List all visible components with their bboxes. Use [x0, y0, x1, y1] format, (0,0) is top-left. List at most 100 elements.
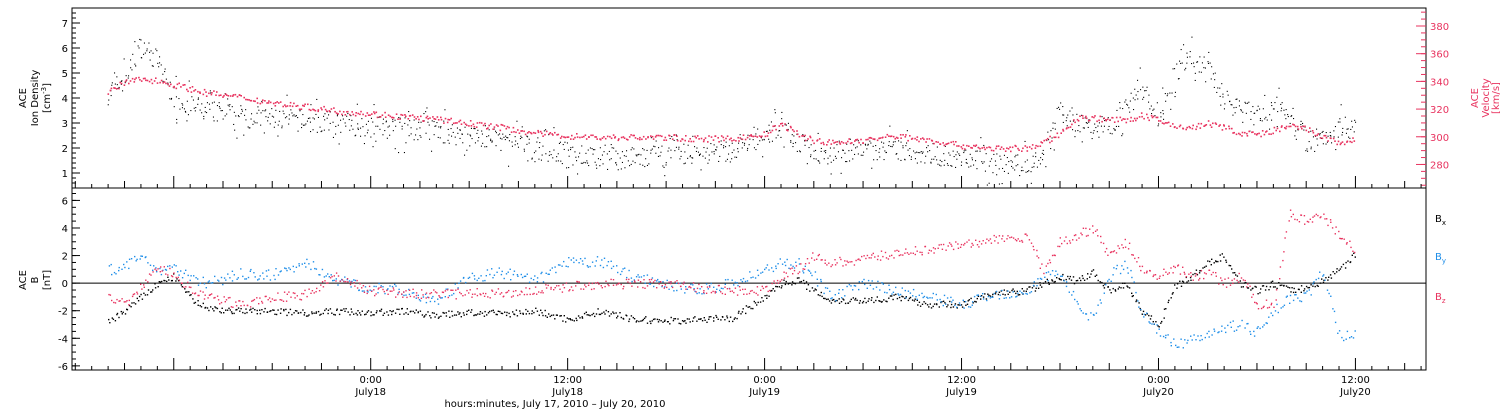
- data-point: [794, 283, 797, 285]
- data-point: [1344, 116, 1346, 118]
- data-point: [157, 62, 159, 64]
- data-point: [1340, 104, 1342, 106]
- data-point: [1227, 277, 1230, 279]
- data-point: [747, 147, 749, 149]
- data-point: [161, 270, 163, 272]
- data-point: [838, 140, 840, 142]
- data-point: [809, 136, 812, 139]
- data-point: [468, 276, 471, 279]
- data-point: [871, 254, 873, 256]
- data-point: [668, 135, 671, 137]
- data-point: [1087, 273, 1089, 275]
- data-point: [939, 164, 941, 166]
- data-point: [1246, 323, 1248, 325]
- data-point: [387, 126, 389, 128]
- data-point: [177, 276, 179, 279]
- data-point: [448, 295, 451, 297]
- data-point: [1342, 131, 1344, 133]
- data-point: [438, 295, 440, 297]
- data-point: [1092, 232, 1094, 234]
- data-point: [474, 293, 476, 295]
- data-point: [337, 275, 340, 277]
- data-point: [884, 291, 886, 294]
- data-point: [1163, 118, 1165, 120]
- data-point: [1118, 286, 1120, 288]
- data-point: [1177, 78, 1179, 80]
- data-point: [1098, 119, 1100, 122]
- data-point: [395, 296, 397, 298]
- data-point: [425, 301, 428, 304]
- data-point: [896, 249, 898, 252]
- data-point: [140, 80, 143, 82]
- data-point: [784, 123, 786, 125]
- data-point: [310, 131, 312, 133]
- data-point: [1240, 109, 1242, 111]
- data-point: [474, 278, 476, 280]
- data-point: [645, 158, 647, 160]
- data-point: [689, 155, 691, 157]
- data-point: [1219, 260, 1222, 262]
- data-point: [1172, 68, 1174, 70]
- data-point: [765, 267, 767, 269]
- data-point: [1033, 166, 1035, 168]
- data-point: [157, 286, 159, 288]
- data-point: [1349, 261, 1352, 263]
- data-point: [286, 269, 288, 272]
- data-point: [221, 110, 223, 112]
- data-point: [362, 285, 365, 287]
- data-point: [950, 296, 952, 299]
- data-point: [152, 65, 154, 67]
- data-point: [1006, 147, 1008, 149]
- data-point: [834, 264, 837, 266]
- data-point: [1181, 280, 1184, 282]
- data-point: [304, 289, 306, 292]
- data-point: [164, 68, 166, 70]
- data-point: [397, 292, 400, 294]
- data-point: [128, 82, 130, 85]
- data-point: [653, 145, 655, 147]
- data-point: [258, 303, 260, 305]
- data-point: [1266, 130, 1268, 132]
- data-point: [1119, 107, 1121, 109]
- data-point: [612, 284, 615, 286]
- data-point: [418, 118, 420, 121]
- data-point: [964, 242, 966, 245]
- data-point: [332, 136, 334, 138]
- data-point: [229, 104, 231, 106]
- data-point: [1007, 293, 1009, 295]
- data-point: [321, 268, 324, 271]
- data-point: [642, 318, 645, 321]
- data-point: [113, 271, 116, 274]
- data-point: [610, 144, 612, 146]
- data-point: [473, 314, 475, 317]
- data-point: [1115, 125, 1117, 127]
- data-point: [726, 288, 729, 290]
- data-point: [1134, 88, 1136, 90]
- data-point: [135, 260, 137, 262]
- data-point: [959, 304, 962, 306]
- data-point: [1305, 150, 1307, 152]
- data-point: [108, 293, 110, 296]
- data-point: [559, 141, 561, 143]
- data-point: [1022, 293, 1025, 295]
- data-point: [1046, 278, 1048, 281]
- data-point: [584, 134, 587, 136]
- data-point: [233, 274, 235, 276]
- data-point: [788, 267, 790, 269]
- data-point: [376, 310, 378, 312]
- data-point: [766, 135, 769, 137]
- data-point: [208, 103, 210, 105]
- data-point: [875, 150, 877, 152]
- data-point: [1156, 102, 1158, 104]
- data-point: [607, 283, 609, 286]
- data-point: [443, 312, 445, 314]
- data-point: [1221, 129, 1224, 131]
- data-point: [256, 122, 258, 124]
- data-point: [1039, 163, 1041, 165]
- data-point: [517, 146, 519, 148]
- data-point: [405, 290, 407, 292]
- data-point: [1287, 286, 1289, 288]
- data-point: [724, 283, 726, 285]
- data-point: [444, 142, 446, 144]
- data-point: [136, 293, 139, 295]
